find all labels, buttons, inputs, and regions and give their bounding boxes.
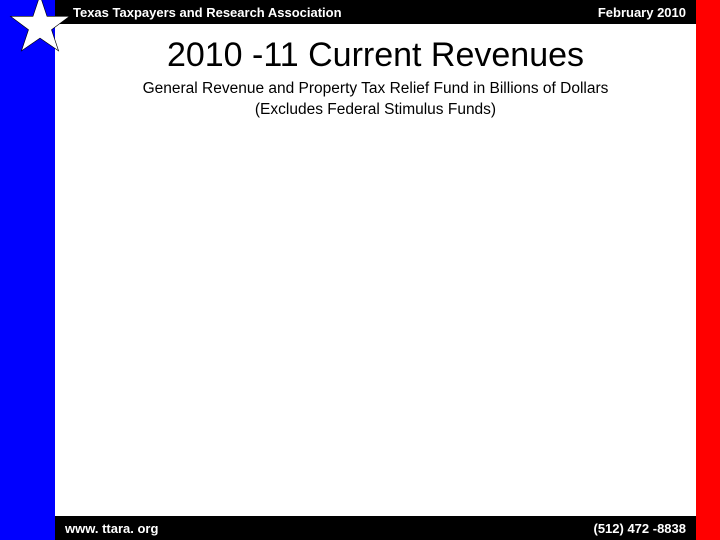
header-bar: Texas Taxpayers and Research Association… [55, 0, 696, 24]
header-date: February 2010 [598, 5, 686, 20]
page-title: 2010 -11 Current Revenues [55, 36, 696, 75]
page-subtitle: General Revenue and Property Tax Relief … [55, 79, 696, 121]
star-icon [8, 0, 72, 61]
footer-website: www. ttara. org [65, 521, 158, 536]
footer-phone: (512) 472 -8838 [593, 521, 686, 536]
footer-bar: www. ttara. org (512) 472 -8838 [55, 516, 696, 540]
org-name: Texas Taxpayers and Research Association [73, 5, 342, 20]
left-blue-stripe [0, 0, 55, 540]
subtitle-line-2: (Excludes Federal Stimulus Funds) [255, 101, 496, 118]
content-area: 2010 -11 Current Revenues General Revenu… [55, 24, 696, 516]
right-red-stripe [696, 0, 720, 540]
subtitle-line-1: General Revenue and Property Tax Relief … [143, 80, 609, 97]
